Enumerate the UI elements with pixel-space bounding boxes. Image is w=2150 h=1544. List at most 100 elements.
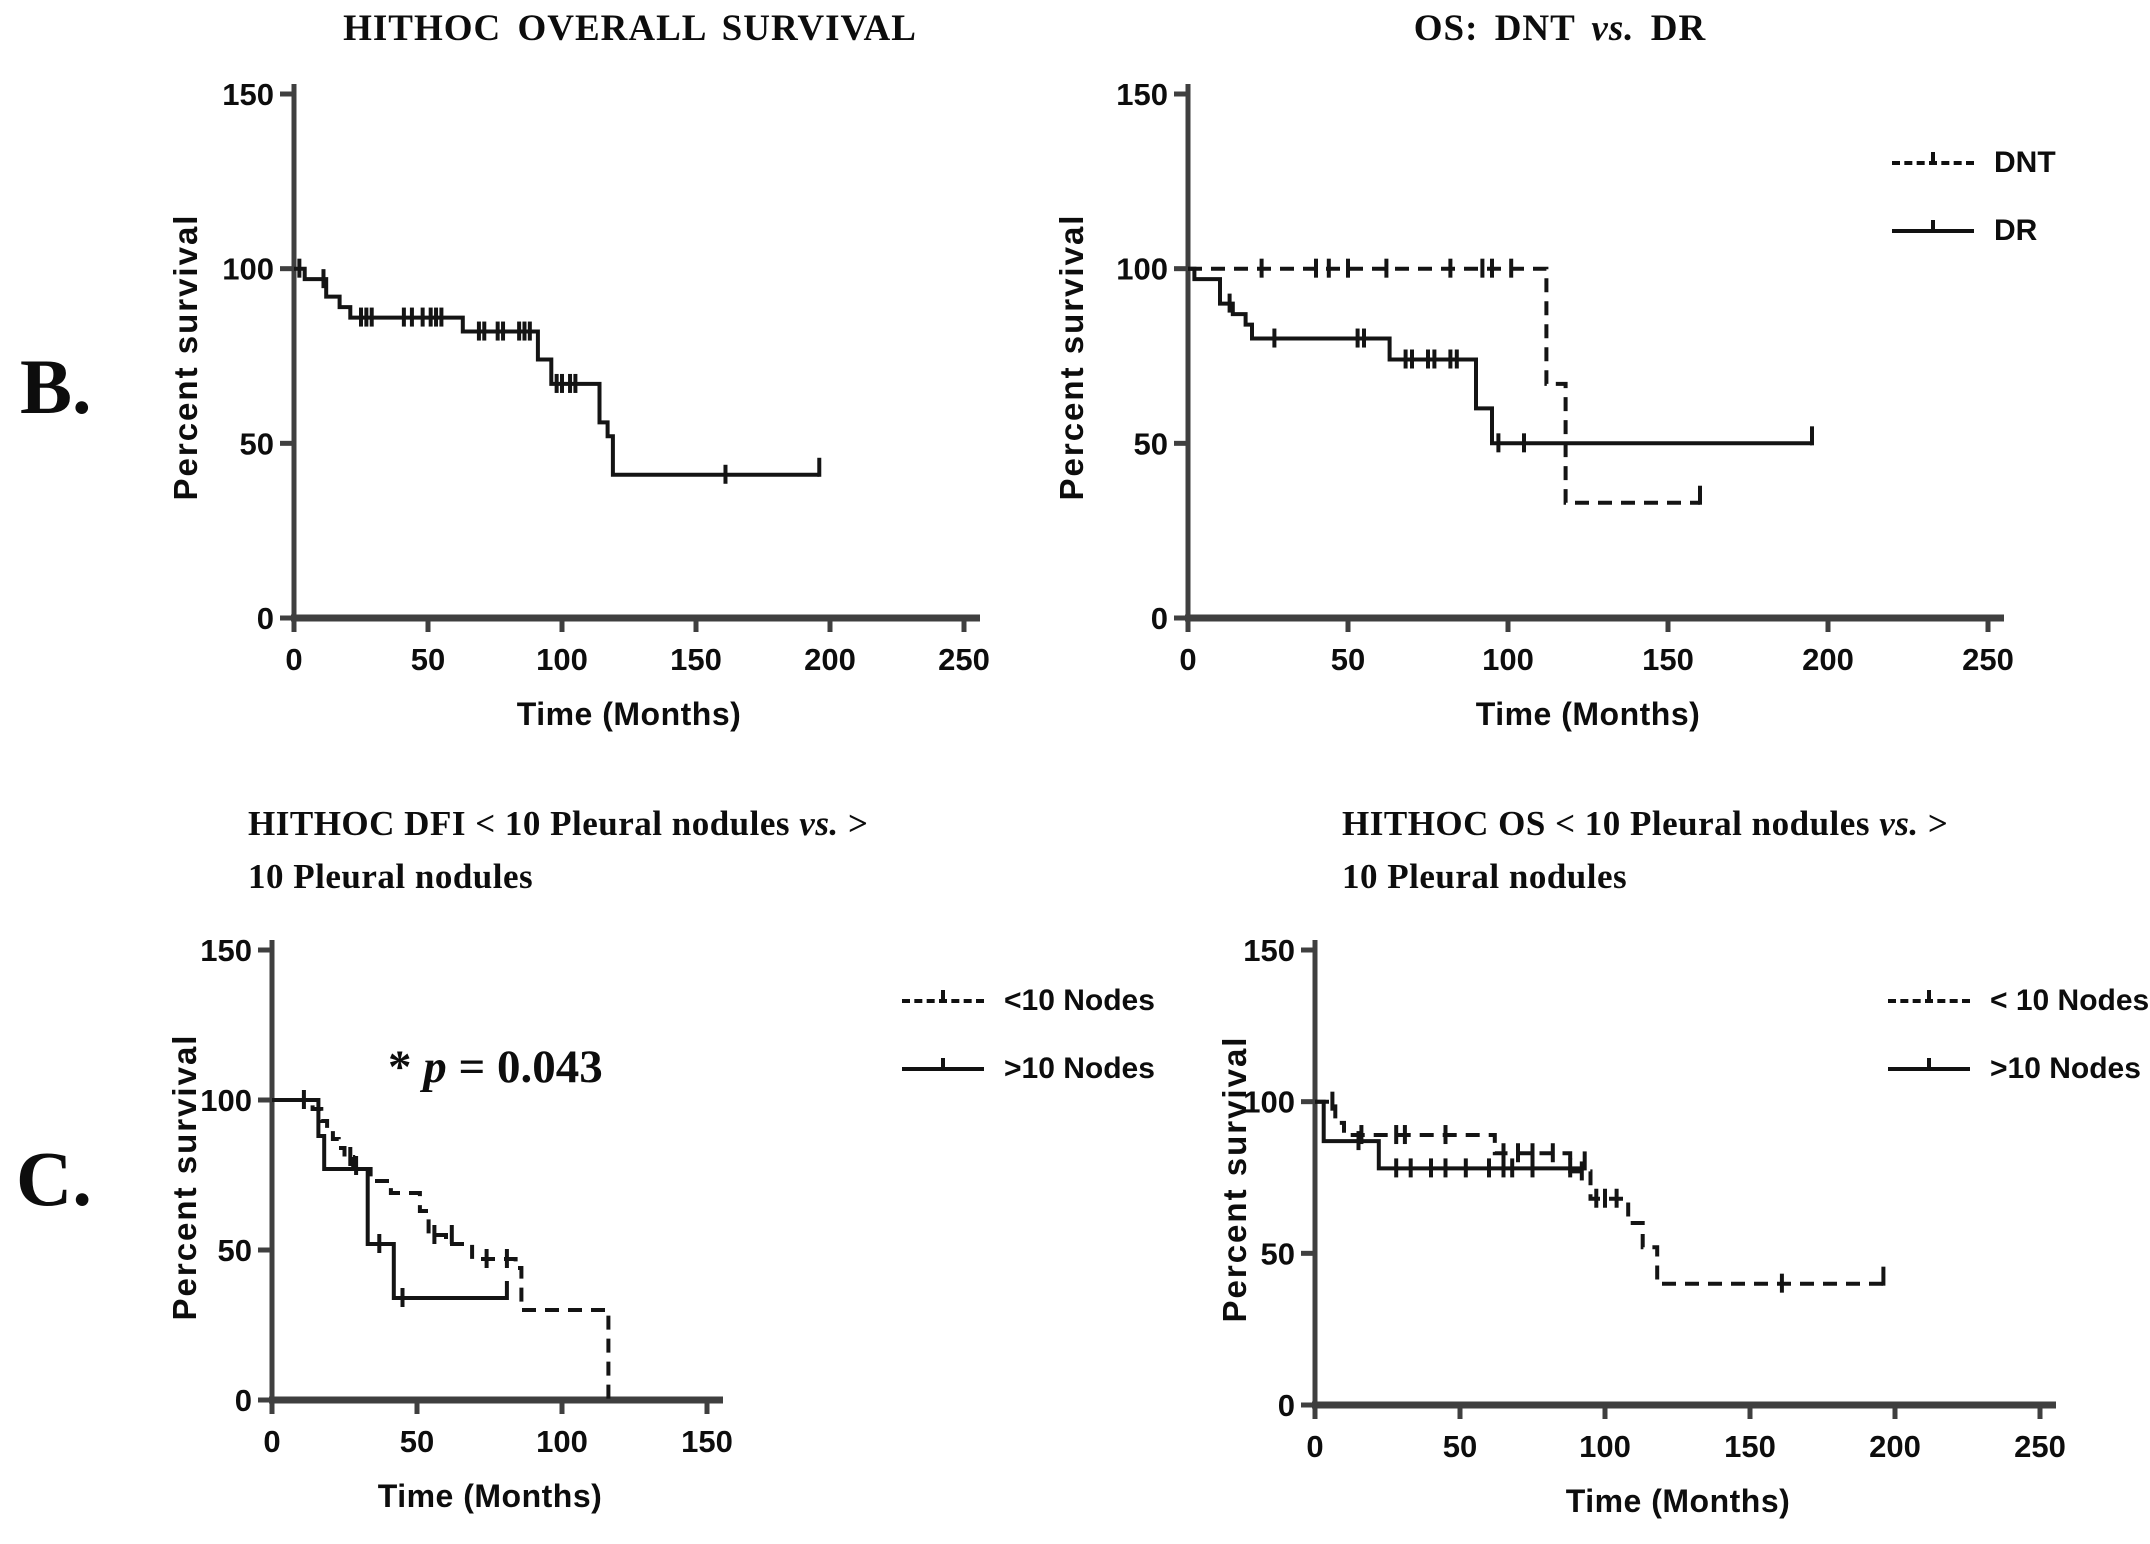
x-tick-label: 250	[2014, 1429, 2066, 1464]
ylabel-c2: Percent survival	[1216, 1035, 1253, 1323]
x-tick-label: 150	[1642, 642, 1694, 677]
x-tick-label: 200	[1869, 1429, 1921, 1464]
p-value-star: *	[388, 1041, 424, 1093]
title-text: >	[838, 804, 869, 843]
title-line-2: 10 Pleural nodules	[1342, 856, 1628, 896]
legend-b2: DNT DR	[1892, 146, 2056, 248]
x-tick-label: 100	[1579, 1429, 1631, 1464]
legend-label: >10 Nodes	[1990, 1052, 2141, 1085]
title-text: DR	[1634, 8, 1707, 49]
x-tick-label: 250	[1962, 642, 2014, 677]
p-value-number: = 0.043	[446, 1041, 603, 1093]
y-tick-label: 50	[218, 1233, 252, 1268]
x-tick-label: 250	[938, 642, 990, 677]
y-tick-label: 0	[257, 601, 274, 636]
xlabel-b2: Time (Months)	[1475, 696, 1701, 732]
km-plot-b2: 0 50 100 150 200 250 0 50 100 150	[1116, 77, 2014, 677]
x-tick-label: 100	[1482, 642, 1534, 677]
legend-entry-dr: DR	[1892, 214, 2056, 248]
legend-label: <10 Nodes	[1004, 984, 1155, 1017]
x-tick-label: 0	[1306, 1429, 1323, 1464]
legend-entry-gt10: >10 Nodes	[1888, 1052, 2149, 1086]
legend-entry-lt10: <10 Nodes	[902, 984, 1155, 1018]
dashed-line-sample-icon	[1888, 990, 1970, 1003]
x-tick-label: 0	[1179, 642, 1196, 677]
km-plot-c1: 0 50 100 150 0 50 100 150	[200, 933, 733, 1459]
y-tick-label: 150	[222, 77, 274, 112]
title-line-1: HITHOC DFI < 10 Pleural nodules vs. >	[248, 798, 1228, 851]
y-tick-label: 50	[1134, 426, 1168, 461]
title-vs: vs.	[1591, 8, 1635, 49]
title-os-nodules: HITHOC OS < 10 Pleural nodules vs. > 10 …	[1342, 798, 2150, 903]
title-dfi-nodules: HITHOC DFI < 10 Pleural nodules vs. > 10…	[248, 798, 1228, 903]
y-tick-label: 150	[1243, 933, 1295, 968]
x-tick-label: 150	[681, 1424, 733, 1459]
title-text: HITHOC DFI < 10 Pleural nodules	[248, 804, 800, 843]
x-tick-label: 100	[536, 642, 588, 677]
xlabel-c2: Time (Months)	[1565, 1483, 1791, 1519]
series-dashed	[1188, 266, 1700, 505]
title-os-dnt-dr: OS: DNT vs. DR	[1230, 8, 1890, 51]
y-tick-label: 150	[1116, 77, 1168, 112]
legend-label: DR	[1994, 214, 2038, 247]
x-tick-label: 200	[1802, 642, 1854, 677]
title-text: HITHOC OS < 10 Pleural nodules	[1342, 804, 1880, 843]
series-solid	[294, 266, 820, 477]
series-solid	[1188, 266, 1812, 446]
x-tick-label: 150	[1724, 1429, 1776, 1464]
title-overall-survival: HITHOC OVERALL SURVIVAL	[200, 8, 1060, 51]
legend-entry-lt10: < 10 Nodes	[1888, 984, 2149, 1018]
x-tick-label: 0	[263, 1424, 280, 1459]
series-solid	[272, 1098, 507, 1300]
legend-c1: <10 Nodes >10 Nodes	[902, 984, 1155, 1086]
legend-entry-gt10: >10 Nodes	[902, 1052, 1155, 1086]
x-tick-label: 50	[1443, 1429, 1477, 1464]
legend-label: >10 Nodes	[1004, 1052, 1155, 1085]
title-vs: vs.	[799, 804, 839, 843]
y-tick-label: 0	[1151, 601, 1168, 636]
x-tick-label: 50	[1331, 642, 1365, 677]
xlabel-b1: Time (Months)	[516, 696, 742, 732]
x-tick-label: 150	[670, 642, 722, 677]
solid-line-sample-icon	[902, 1058, 984, 1071]
series-solid	[1315, 1099, 1585, 1171]
x-tick-label: 50	[411, 642, 445, 677]
series-dashed	[1315, 1099, 1884, 1286]
legend-label: < 10 Nodes	[1990, 984, 2150, 1017]
ylabel-b1: Percent survival	[167, 213, 204, 501]
x-tick-label: 200	[804, 642, 856, 677]
y-tick-label: 50	[240, 426, 274, 461]
title-text: >	[1918, 804, 1949, 843]
title-text: OS: DNT	[1413, 8, 1592, 49]
title-vs: vs.	[1879, 804, 1919, 843]
solid-line-sample-icon	[1892, 220, 1974, 233]
title-text: HITHOC OVERALL SURVIVAL	[343, 8, 917, 49]
y-tick-label: 0	[1278, 1388, 1295, 1423]
solid-line-sample-icon	[1888, 1058, 1970, 1071]
ylabel-b2: Percent survival	[1053, 213, 1090, 501]
km-plot-b1: 0 50 100 150 200 250 0 50 100 150	[222, 77, 990, 677]
legend-label: DNT	[1994, 146, 2056, 179]
x-tick-label: 0	[285, 642, 302, 677]
p-value-symbol: p	[423, 1041, 447, 1093]
y-tick-label: 100	[222, 252, 274, 287]
xlabel-c1: Time (Months)	[377, 1478, 603, 1514]
dashed-line-sample-icon	[1892, 152, 1974, 165]
legend-c2: < 10 Nodes >10 Nodes	[1888, 984, 2149, 1086]
x-tick-label: 100	[536, 1424, 588, 1459]
x-tick-label: 50	[400, 1424, 434, 1459]
y-tick-label: 150	[200, 933, 252, 968]
y-tick-label: 100	[1243, 1085, 1295, 1120]
panel-label-b: B.	[20, 343, 92, 430]
km-plot-c2: 0 50 100 150 200 250 0 50 100 150	[1243, 933, 2066, 1464]
p-value-annotation: * p = 0.043	[388, 1040, 603, 1094]
y-tick-label: 100	[200, 1083, 252, 1118]
panel-label-c: C.	[16, 1135, 92, 1222]
title-line-1: HITHOC OS < 10 Pleural nodules vs. >	[1342, 798, 2150, 851]
y-tick-label: 100	[1116, 252, 1168, 287]
legend-entry-dnt: DNT	[1892, 146, 2056, 180]
ylabel-c1: Percent survival	[166, 1033, 203, 1321]
dashed-line-sample-icon	[902, 990, 984, 1003]
